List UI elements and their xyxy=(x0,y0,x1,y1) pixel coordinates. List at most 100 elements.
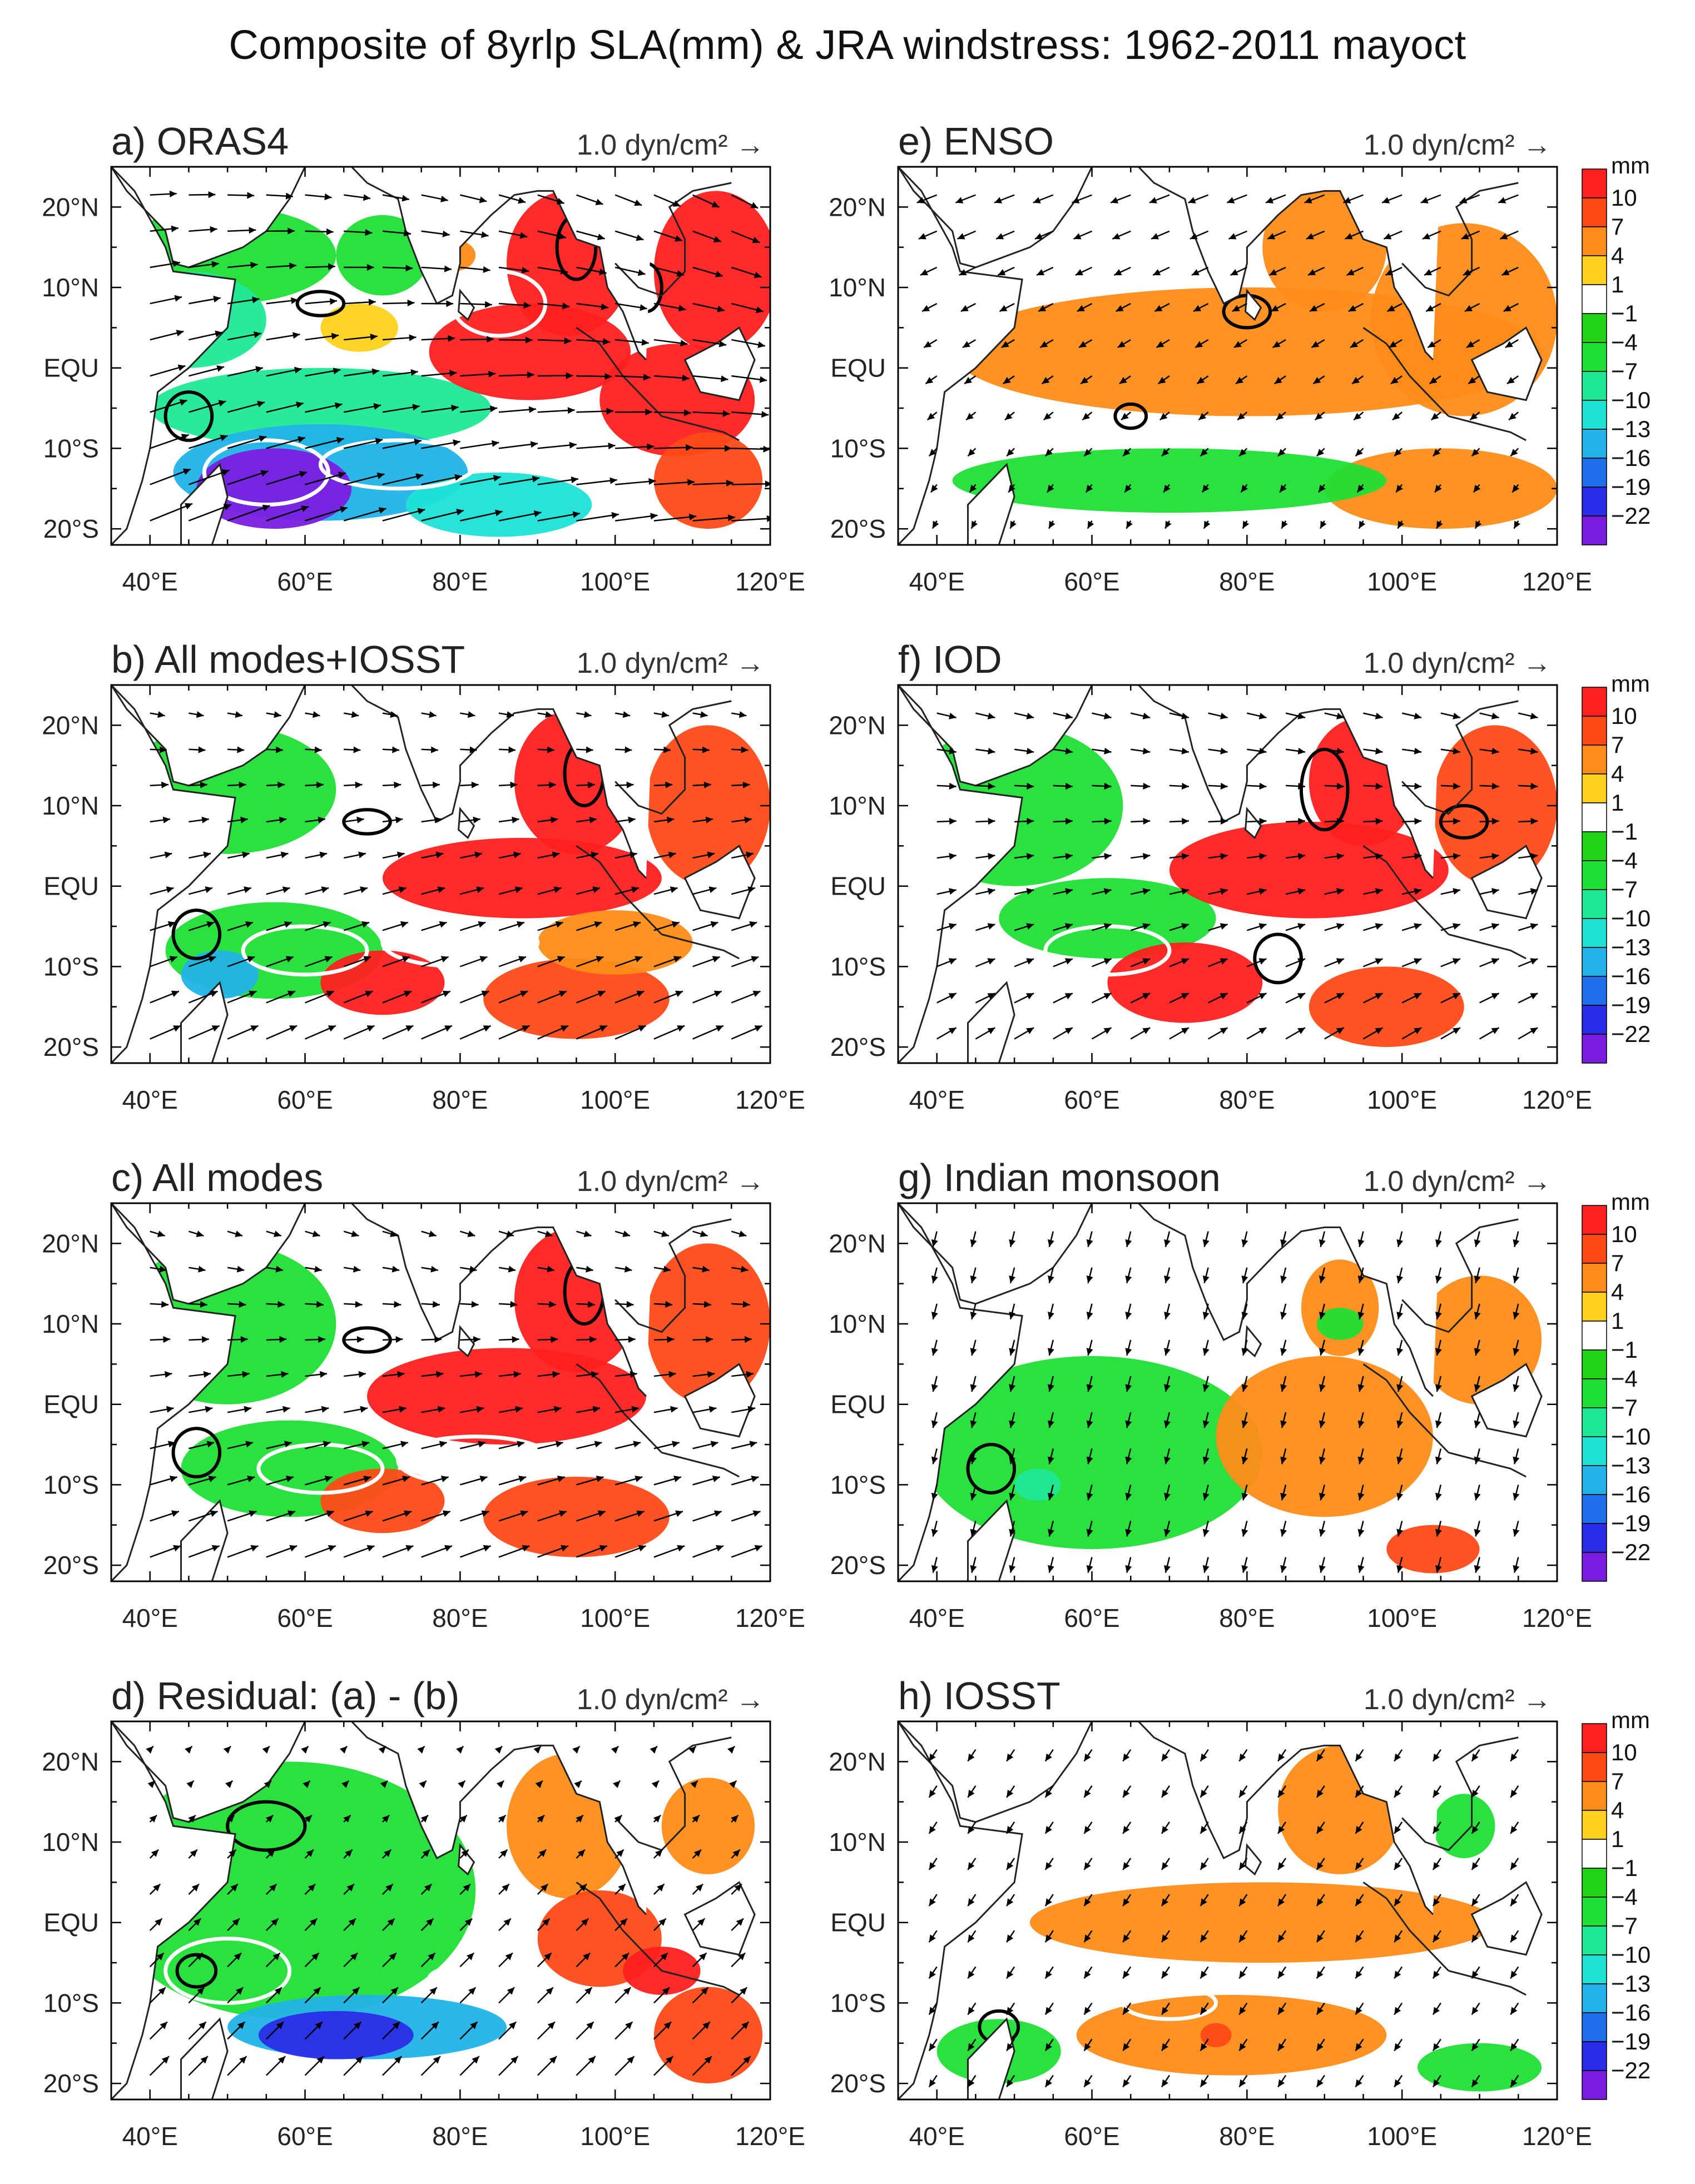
wind-vector-head xyxy=(249,990,257,997)
wind-vector-head xyxy=(1319,1456,1326,1465)
wind-vector xyxy=(614,712,631,717)
wind-vector-head xyxy=(636,990,645,997)
wind-vector xyxy=(1053,712,1073,718)
wind-vector xyxy=(460,712,475,717)
wind-vector xyxy=(1316,2038,1325,2052)
wind-vector-head xyxy=(1471,449,1479,456)
lat-tick-label: EQU xyxy=(43,1390,99,1419)
wind-vector xyxy=(304,1918,318,1932)
wind-vector-head xyxy=(1278,1789,1285,1798)
wind-vector-head xyxy=(1278,2007,1285,2015)
wind-vector xyxy=(227,956,255,967)
wind-vector-head xyxy=(1396,1565,1404,1573)
wind-vector-head xyxy=(1466,341,1475,348)
wind-vector-head xyxy=(1220,958,1228,965)
wind-vector-head xyxy=(1375,993,1383,1000)
wind-vector xyxy=(460,266,490,271)
wind-vector xyxy=(614,1267,632,1271)
wind-vector-head xyxy=(314,1265,322,1273)
wind-vector xyxy=(964,375,977,385)
wind-vector xyxy=(1402,785,1422,787)
wind-vector-head xyxy=(703,781,711,788)
wind-vector xyxy=(1359,1303,1364,1320)
wind-vector xyxy=(1314,411,1325,421)
wind-vector xyxy=(227,1230,243,1237)
wind-vector-head xyxy=(203,1371,211,1378)
wind-vector-head xyxy=(638,1025,646,1032)
wind-vector-head xyxy=(554,1406,562,1413)
wind-vector xyxy=(305,1025,336,1040)
wind-vector xyxy=(1164,1485,1171,1501)
wind-vector-head xyxy=(1530,1028,1538,1034)
wind-vector-head xyxy=(1065,923,1073,930)
wind-vector-head xyxy=(1471,2079,1479,2087)
colorbar-level-label: −19 xyxy=(1611,992,1651,1018)
wind-vector-head xyxy=(667,1336,675,1343)
wind-vector-head xyxy=(1357,1384,1365,1392)
sla-region xyxy=(999,878,1216,959)
wind-vector xyxy=(266,1545,298,1558)
wind-vector-head xyxy=(433,2056,440,2064)
wind-vector-head xyxy=(584,711,592,718)
wind-vector xyxy=(1242,1557,1248,1573)
wind-vector xyxy=(421,783,440,787)
wind-vector-head xyxy=(1396,1528,1404,1537)
wind-vector xyxy=(576,990,606,1004)
wind-vector xyxy=(936,992,957,1004)
wind-vector xyxy=(1355,2038,1364,2052)
wind-vector-head xyxy=(611,1746,619,1754)
wind-vector xyxy=(1432,1821,1441,1834)
wind-vector xyxy=(1475,1339,1480,1356)
wind-vector xyxy=(1324,748,1344,753)
sla-region xyxy=(507,191,631,336)
wind-vector xyxy=(576,1442,602,1450)
wind-vector-head xyxy=(365,990,373,997)
wind-vector-head xyxy=(1414,712,1422,719)
wind-vector-head xyxy=(672,200,681,207)
wind-vector-head xyxy=(1198,413,1207,420)
wind-vector-head xyxy=(1195,341,1203,348)
wind-vector-head xyxy=(949,782,956,790)
wind-vector xyxy=(459,1545,492,1558)
wind-vector-head xyxy=(1414,1028,1422,1034)
wind-vector xyxy=(421,921,447,931)
wind-vector-head xyxy=(323,1441,331,1448)
wind-vector xyxy=(1092,785,1112,787)
wind-vector-head xyxy=(711,201,720,207)
wind-vector-head xyxy=(1009,1565,1016,1573)
wind-vector xyxy=(1208,992,1228,1004)
wind-vector xyxy=(1200,1785,1209,1798)
wind-vector xyxy=(653,266,685,276)
wind-vector xyxy=(731,852,754,859)
wind-vector-head xyxy=(1259,818,1267,825)
wind-vector-head xyxy=(1355,1753,1362,1761)
wind-vector-head xyxy=(288,1510,295,1517)
wind-vector xyxy=(1203,1231,1209,1247)
wind-vector xyxy=(498,956,527,967)
wind-vector xyxy=(971,1267,977,1284)
wind-vector xyxy=(692,1745,697,1750)
wind-vector-head xyxy=(572,1746,580,1754)
wind-vector xyxy=(1436,1303,1442,1320)
wind-vector xyxy=(576,1545,608,1558)
sla-region xyxy=(483,958,670,1039)
wind-vector-head xyxy=(1280,1492,1287,1501)
wind-vector-head xyxy=(176,330,184,336)
wind-vector xyxy=(1164,1412,1171,1428)
wind-vector xyxy=(498,852,521,859)
wind-vector-head xyxy=(1125,1528,1132,1537)
coastline xyxy=(351,685,647,879)
wind-vector-head xyxy=(1530,712,1538,719)
wind-vector-head xyxy=(1220,923,1228,930)
wind-vector xyxy=(265,1883,277,1895)
wind-vector xyxy=(1359,1557,1364,1573)
wind-vector-head xyxy=(498,1815,506,1823)
wind-vector-head xyxy=(1414,818,1422,825)
sla-region xyxy=(181,950,259,999)
figure-title: Composite of 8yrlp SLA(mm) & JRA windstr… xyxy=(229,22,1466,68)
wind-vector xyxy=(1385,266,1402,276)
wind-vector xyxy=(459,990,489,1004)
wind-vector xyxy=(227,818,248,823)
wind-vector xyxy=(1073,230,1093,240)
